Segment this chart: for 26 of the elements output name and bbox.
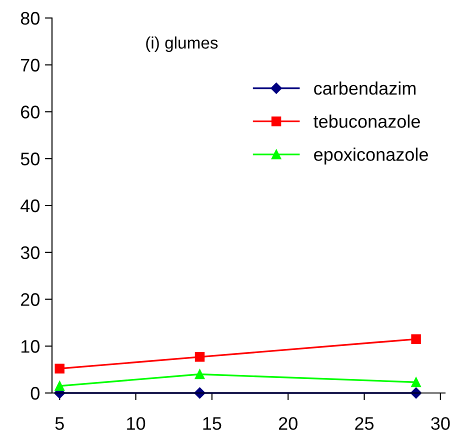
legend-label: tebuconazole	[314, 114, 420, 128]
y-tick-label: 0	[30, 386, 40, 400]
y-tick-label: 60	[21, 106, 40, 118]
annotation: (i) glumes	[146, 36, 218, 52]
y-tick-label: 40	[20, 199, 40, 212]
y-tick-label: 50	[20, 152, 40, 166]
x-tick-label: 25	[355, 417, 374, 430]
point	[194, 352, 205, 362]
point	[411, 334, 421, 344]
point	[194, 369, 205, 380]
legend-label: epoxiconazole	[314, 148, 428, 164]
y-tick-label: 10	[21, 340, 40, 353]
x-tick-label: 15	[203, 417, 222, 430]
point	[194, 387, 206, 399]
y-tick-label: 80	[20, 12, 40, 25]
y-tick-label: 70	[21, 58, 40, 72]
point	[411, 377, 421, 388]
x-tick-label: 20	[278, 417, 298, 430]
point	[54, 381, 64, 391]
x-tick-label: 5	[55, 417, 64, 430]
x-tick-label: 30	[431, 417, 450, 430]
point	[54, 364, 64, 374]
y-tick-label: 30	[20, 246, 40, 260]
x-tick-label: 10	[127, 417, 146, 430]
y-tick-label: 20	[21, 293, 40, 306]
legend-label: carbendazim	[314, 82, 416, 95]
